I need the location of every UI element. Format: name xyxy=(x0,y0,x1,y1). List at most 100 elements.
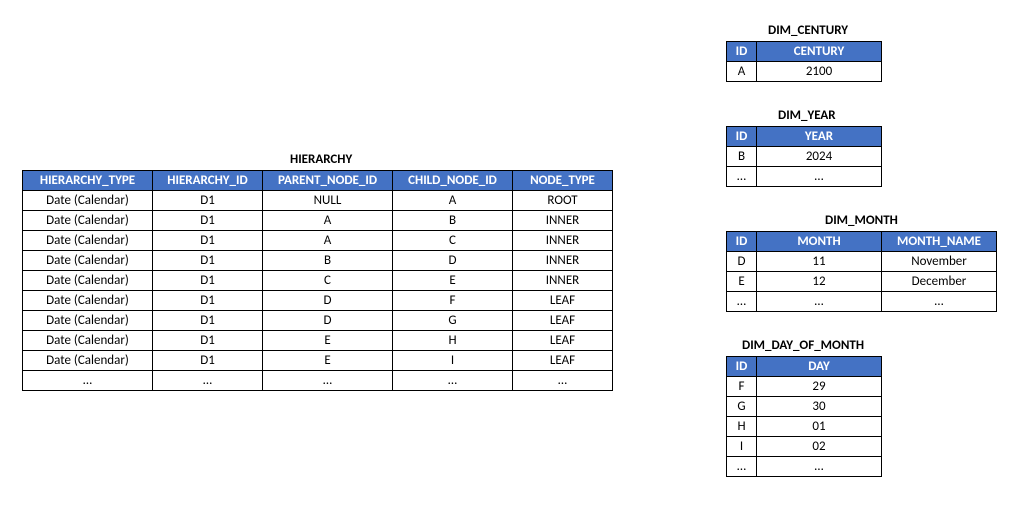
dim-day-of-month-header-row: ID DAY xyxy=(727,357,882,377)
table-cell: C xyxy=(263,271,393,291)
table-cell: … xyxy=(263,371,393,391)
table-row: E12December xyxy=(727,272,997,292)
table-cell: D1 xyxy=(153,311,263,331)
table-cell: E xyxy=(393,271,513,291)
table-cell: D xyxy=(263,291,393,311)
table-cell: INNER xyxy=(513,231,613,251)
table-cell: NULL xyxy=(263,191,393,211)
table-cell: ROOT xyxy=(513,191,613,211)
table-row: Date (Calendar)D1DFLEAF xyxy=(23,291,613,311)
table-row: Date (Calendar)D1BDINNER xyxy=(23,251,613,271)
table-cell: E xyxy=(727,272,757,292)
table-row: B2024 xyxy=(727,147,882,167)
table-row: A2100 xyxy=(727,62,882,82)
table-cell: … xyxy=(727,457,757,477)
table-cell: Date (Calendar) xyxy=(23,291,153,311)
col-id: ID xyxy=(727,42,757,62)
dim-year-body: B2024…… xyxy=(727,147,882,187)
table-cell: … xyxy=(757,292,882,312)
table-cell: … xyxy=(153,371,263,391)
table-cell: … xyxy=(757,457,882,477)
dim-day-of-month-title: DIM_DAY_OF_MONTH xyxy=(742,338,864,353)
table-cell: 30 xyxy=(757,397,882,417)
table-row: Date (Calendar)D1ACINNER xyxy=(23,231,613,251)
dim-month-body: D11NovemberE12December……… xyxy=(727,252,997,312)
table-row: Date (Calendar)D1CEINNER xyxy=(23,271,613,291)
table-cell: H xyxy=(393,331,513,351)
table-cell: A xyxy=(263,211,393,231)
table-cell: D1 xyxy=(153,271,263,291)
table-row: Date (Calendar)D1DGLEAF xyxy=(23,311,613,331)
table-cell: Date (Calendar) xyxy=(23,351,153,371)
table-row: Date (Calendar)D1NULLAROOT xyxy=(23,191,613,211)
dim-century-header-row: ID CENTURY xyxy=(727,42,882,62)
col-century: CENTURY xyxy=(757,42,882,62)
table-cell: E xyxy=(263,351,393,371)
dim-century-body: A2100 xyxy=(727,62,882,82)
table-cell: 02 xyxy=(757,437,882,457)
col-child-node-id: CHILD_NODE_ID xyxy=(393,171,513,191)
table-cell: G xyxy=(393,311,513,331)
table-cell: D1 xyxy=(153,191,263,211)
col-hierarchy-type: HIERARCHY_TYPE xyxy=(23,171,153,191)
dim-month-header-row: ID MONTH MONTH_NAME xyxy=(727,232,997,252)
table-cell: December xyxy=(882,272,997,292)
table-cell: … xyxy=(757,167,882,187)
dim-century-title: DIM_CENTURY xyxy=(768,23,848,38)
hierarchy-header-row: HIERARCHY_TYPE HIERARCHY_ID PARENT_NODE_… xyxy=(23,171,613,191)
table-row: …… xyxy=(727,167,882,187)
table-cell: D1 xyxy=(153,251,263,271)
table-cell: LEAF xyxy=(513,311,613,331)
table-cell: G xyxy=(727,397,757,417)
table-cell: F xyxy=(393,291,513,311)
table-cell: November xyxy=(882,252,997,272)
dim-day-of-month-body: F29G30H01I02…… xyxy=(727,377,882,477)
table-row: I02 xyxy=(727,437,882,457)
table-cell: D xyxy=(263,311,393,331)
table-row: G30 xyxy=(727,397,882,417)
table-cell: F xyxy=(727,377,757,397)
col-id: ID xyxy=(727,232,757,252)
table-cell: 2024 xyxy=(757,147,882,167)
col-parent-node-id: PARENT_NODE_ID xyxy=(263,171,393,191)
col-id: ID xyxy=(727,127,757,147)
table-cell: D1 xyxy=(153,211,263,231)
table-cell: Date (Calendar) xyxy=(23,251,153,271)
table-cell: B xyxy=(727,147,757,167)
dim-century-table: ID CENTURY A2100 xyxy=(726,41,882,82)
table-cell: INNER xyxy=(513,211,613,231)
table-cell: LEAF xyxy=(513,331,613,351)
table-cell: … xyxy=(393,371,513,391)
col-node-type: NODE_TYPE xyxy=(513,171,613,191)
table-cell: 12 xyxy=(757,272,882,292)
table-cell: D1 xyxy=(153,351,263,371)
table-cell: … xyxy=(23,371,153,391)
col-day: DAY xyxy=(757,357,882,377)
table-row: …………… xyxy=(23,371,613,391)
table-cell: INNER xyxy=(513,271,613,291)
table-row: …… xyxy=(727,457,882,477)
table-cell: Date (Calendar) xyxy=(23,211,153,231)
hierarchy-table: HIERARCHY_TYPE HIERARCHY_ID PARENT_NODE_… xyxy=(22,170,613,391)
table-row: Date (Calendar)D1EHLEAF xyxy=(23,331,613,351)
dim-year-header-row: ID YEAR xyxy=(727,127,882,147)
col-hierarchy-id: HIERARCHY_ID xyxy=(153,171,263,191)
table-cell: D xyxy=(727,252,757,272)
table-cell: C xyxy=(393,231,513,251)
table-cell: A xyxy=(263,231,393,251)
dim-year-title: DIM_YEAR xyxy=(778,108,836,123)
table-cell: Date (Calendar) xyxy=(23,191,153,211)
table-row: Date (Calendar)D1EILEAF xyxy=(23,351,613,371)
table-cell: INNER xyxy=(513,251,613,271)
table-cell: A xyxy=(393,191,513,211)
hierarchy-title: HIERARCHY xyxy=(290,152,352,167)
table-cell: 2100 xyxy=(757,62,882,82)
dim-day-of-month-table: ID DAY F29G30H01I02…… xyxy=(726,356,882,477)
table-cell: LEAF xyxy=(513,351,613,371)
table-cell: D1 xyxy=(153,291,263,311)
table-row: Date (Calendar)D1ABINNER xyxy=(23,211,613,231)
table-cell: D1 xyxy=(153,231,263,251)
table-cell: Date (Calendar) xyxy=(23,311,153,331)
col-id: ID xyxy=(727,357,757,377)
table-cell: B xyxy=(393,211,513,231)
